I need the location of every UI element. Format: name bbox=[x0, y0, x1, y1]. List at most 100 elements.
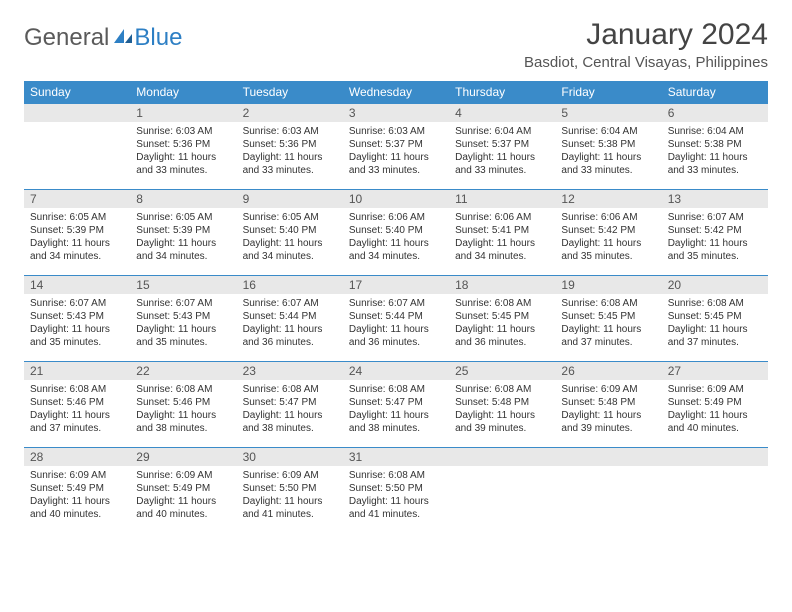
day-number: 19 bbox=[555, 276, 661, 294]
day-body: Sunrise: 6:09 AMSunset: 5:49 PMDaylight:… bbox=[130, 466, 236, 525]
calendar-cell: 2Sunrise: 6:03 AMSunset: 5:36 PMDaylight… bbox=[237, 104, 343, 190]
calendar-week-row: 14Sunrise: 6:07 AMSunset: 5:43 PMDayligh… bbox=[24, 276, 768, 362]
day-body: Sunrise: 6:08 AMSunset: 5:47 PMDaylight:… bbox=[343, 380, 449, 439]
calendar-cell: 15Sunrise: 6:07 AMSunset: 5:43 PMDayligh… bbox=[130, 276, 236, 362]
calendar-cell bbox=[662, 448, 768, 534]
calendar-cell: 28Sunrise: 6:09 AMSunset: 5:49 PMDayligh… bbox=[24, 448, 130, 534]
calendar-cell: 12Sunrise: 6:06 AMSunset: 5:42 PMDayligh… bbox=[555, 190, 661, 276]
day-number: 17 bbox=[343, 276, 449, 294]
weekday-header: Friday bbox=[555, 81, 661, 104]
header: General Blue January 2024 Basdiot, Centr… bbox=[24, 18, 768, 71]
calendar-head: SundayMondayTuesdayWednesdayThursdayFrid… bbox=[24, 81, 768, 104]
day-body: Sunrise: 6:06 AMSunset: 5:42 PMDaylight:… bbox=[555, 208, 661, 267]
day-number: 26 bbox=[555, 362, 661, 380]
calendar-cell: 16Sunrise: 6:07 AMSunset: 5:44 PMDayligh… bbox=[237, 276, 343, 362]
calendar-week-row: 1Sunrise: 6:03 AMSunset: 5:36 PMDaylight… bbox=[24, 104, 768, 190]
day-body: Sunrise: 6:04 AMSunset: 5:38 PMDaylight:… bbox=[555, 122, 661, 181]
calendar-cell: 7Sunrise: 6:05 AMSunset: 5:39 PMDaylight… bbox=[24, 190, 130, 276]
day-body: Sunrise: 6:09 AMSunset: 5:49 PMDaylight:… bbox=[24, 466, 130, 525]
day-number: 10 bbox=[343, 190, 449, 208]
day-body: Sunrise: 6:08 AMSunset: 5:45 PMDaylight:… bbox=[662, 294, 768, 353]
day-number: 18 bbox=[449, 276, 555, 294]
day-number: 14 bbox=[24, 276, 130, 294]
calendar-cell: 25Sunrise: 6:08 AMSunset: 5:48 PMDayligh… bbox=[449, 362, 555, 448]
weekday-header: Wednesday bbox=[343, 81, 449, 104]
day-body: Sunrise: 6:08 AMSunset: 5:46 PMDaylight:… bbox=[24, 380, 130, 439]
calendar-week-row: 28Sunrise: 6:09 AMSunset: 5:49 PMDayligh… bbox=[24, 448, 768, 534]
logo-sail-icon bbox=[112, 24, 134, 52]
day-number: 13 bbox=[662, 190, 768, 208]
day-number: 23 bbox=[237, 362, 343, 380]
calendar-cell: 26Sunrise: 6:09 AMSunset: 5:48 PMDayligh… bbox=[555, 362, 661, 448]
day-body: Sunrise: 6:07 AMSunset: 5:44 PMDaylight:… bbox=[237, 294, 343, 353]
day-number: 24 bbox=[343, 362, 449, 380]
day-body: Sunrise: 6:09 AMSunset: 5:48 PMDaylight:… bbox=[555, 380, 661, 439]
calendar-cell: 21Sunrise: 6:08 AMSunset: 5:46 PMDayligh… bbox=[24, 362, 130, 448]
day-body: Sunrise: 6:03 AMSunset: 5:37 PMDaylight:… bbox=[343, 122, 449, 181]
day-body: Sunrise: 6:07 AMSunset: 5:43 PMDaylight:… bbox=[24, 294, 130, 353]
day-body: Sunrise: 6:03 AMSunset: 5:36 PMDaylight:… bbox=[237, 122, 343, 181]
calendar-cell: 23Sunrise: 6:08 AMSunset: 5:47 PMDayligh… bbox=[237, 362, 343, 448]
month-title: January 2024 bbox=[524, 18, 768, 52]
logo-text-2: Blue bbox=[134, 24, 182, 52]
calendar-cell: 1Sunrise: 6:03 AMSunset: 5:36 PMDaylight… bbox=[130, 104, 236, 190]
day-number: 30 bbox=[237, 448, 343, 466]
calendar-cell: 27Sunrise: 6:09 AMSunset: 5:49 PMDayligh… bbox=[662, 362, 768, 448]
day-number: 21 bbox=[24, 362, 130, 380]
title-block: January 2024 Basdiot, Central Visayas, P… bbox=[524, 18, 768, 71]
calendar-cell: 22Sunrise: 6:08 AMSunset: 5:46 PMDayligh… bbox=[130, 362, 236, 448]
day-number: 8 bbox=[130, 190, 236, 208]
calendar-cell bbox=[449, 448, 555, 534]
day-number: 6 bbox=[662, 104, 768, 122]
calendar-page: General Blue January 2024 Basdiot, Centr… bbox=[0, 0, 792, 544]
day-body: Sunrise: 6:08 AMSunset: 5:46 PMDaylight:… bbox=[130, 380, 236, 439]
day-body: Sunrise: 6:07 AMSunset: 5:42 PMDaylight:… bbox=[662, 208, 768, 267]
calendar-cell bbox=[24, 104, 130, 190]
day-number: 2 bbox=[237, 104, 343, 122]
logo-text-1: General bbox=[24, 24, 109, 52]
calendar-cell: 29Sunrise: 6:09 AMSunset: 5:49 PMDayligh… bbox=[130, 448, 236, 534]
day-number: 4 bbox=[449, 104, 555, 122]
day-number: 28 bbox=[24, 448, 130, 466]
weekday-header: Tuesday bbox=[237, 81, 343, 104]
calendar-cell: 5Sunrise: 6:04 AMSunset: 5:38 PMDaylight… bbox=[555, 104, 661, 190]
day-number: 25 bbox=[449, 362, 555, 380]
day-number: 7 bbox=[24, 190, 130, 208]
day-body: Sunrise: 6:05 AMSunset: 5:39 PMDaylight:… bbox=[24, 208, 130, 267]
calendar-cell: 24Sunrise: 6:08 AMSunset: 5:47 PMDayligh… bbox=[343, 362, 449, 448]
calendar-cell: 20Sunrise: 6:08 AMSunset: 5:45 PMDayligh… bbox=[662, 276, 768, 362]
calendar-cell: 31Sunrise: 6:08 AMSunset: 5:50 PMDayligh… bbox=[343, 448, 449, 534]
day-number: 11 bbox=[449, 190, 555, 208]
weekday-header: Sunday bbox=[24, 81, 130, 104]
day-body: Sunrise: 6:06 AMSunset: 5:40 PMDaylight:… bbox=[343, 208, 449, 267]
calendar-cell: 14Sunrise: 6:07 AMSunset: 5:43 PMDayligh… bbox=[24, 276, 130, 362]
day-number: 12 bbox=[555, 190, 661, 208]
day-body: Sunrise: 6:04 AMSunset: 5:38 PMDaylight:… bbox=[662, 122, 768, 181]
day-body: Sunrise: 6:03 AMSunset: 5:36 PMDaylight:… bbox=[130, 122, 236, 181]
day-body: Sunrise: 6:08 AMSunset: 5:47 PMDaylight:… bbox=[237, 380, 343, 439]
calendar-cell: 17Sunrise: 6:07 AMSunset: 5:44 PMDayligh… bbox=[343, 276, 449, 362]
day-number: 1 bbox=[130, 104, 236, 122]
day-body: Sunrise: 6:08 AMSunset: 5:48 PMDaylight:… bbox=[449, 380, 555, 439]
calendar-cell: 19Sunrise: 6:08 AMSunset: 5:45 PMDayligh… bbox=[555, 276, 661, 362]
calendar-cell: 30Sunrise: 6:09 AMSunset: 5:50 PMDayligh… bbox=[237, 448, 343, 534]
day-number: 27 bbox=[662, 362, 768, 380]
weekday-header: Thursday bbox=[449, 81, 555, 104]
calendar-cell: 8Sunrise: 6:05 AMSunset: 5:39 PMDaylight… bbox=[130, 190, 236, 276]
day-body: Sunrise: 6:06 AMSunset: 5:41 PMDaylight:… bbox=[449, 208, 555, 267]
day-number: 16 bbox=[237, 276, 343, 294]
day-number: 29 bbox=[130, 448, 236, 466]
day-body: Sunrise: 6:08 AMSunset: 5:45 PMDaylight:… bbox=[555, 294, 661, 353]
calendar-week-row: 7Sunrise: 6:05 AMSunset: 5:39 PMDaylight… bbox=[24, 190, 768, 276]
calendar-cell: 4Sunrise: 6:04 AMSunset: 5:37 PMDaylight… bbox=[449, 104, 555, 190]
day-body: Sunrise: 6:05 AMSunset: 5:40 PMDaylight:… bbox=[237, 208, 343, 267]
calendar-cell: 18Sunrise: 6:08 AMSunset: 5:45 PMDayligh… bbox=[449, 276, 555, 362]
logo: General Blue bbox=[24, 18, 182, 52]
day-number: 5 bbox=[555, 104, 661, 122]
day-number: 9 bbox=[237, 190, 343, 208]
calendar-cell: 9Sunrise: 6:05 AMSunset: 5:40 PMDaylight… bbox=[237, 190, 343, 276]
day-body: Sunrise: 6:07 AMSunset: 5:43 PMDaylight:… bbox=[130, 294, 236, 353]
day-body: Sunrise: 6:05 AMSunset: 5:39 PMDaylight:… bbox=[130, 208, 236, 267]
calendar-cell: 13Sunrise: 6:07 AMSunset: 5:42 PMDayligh… bbox=[662, 190, 768, 276]
day-number: 15 bbox=[130, 276, 236, 294]
